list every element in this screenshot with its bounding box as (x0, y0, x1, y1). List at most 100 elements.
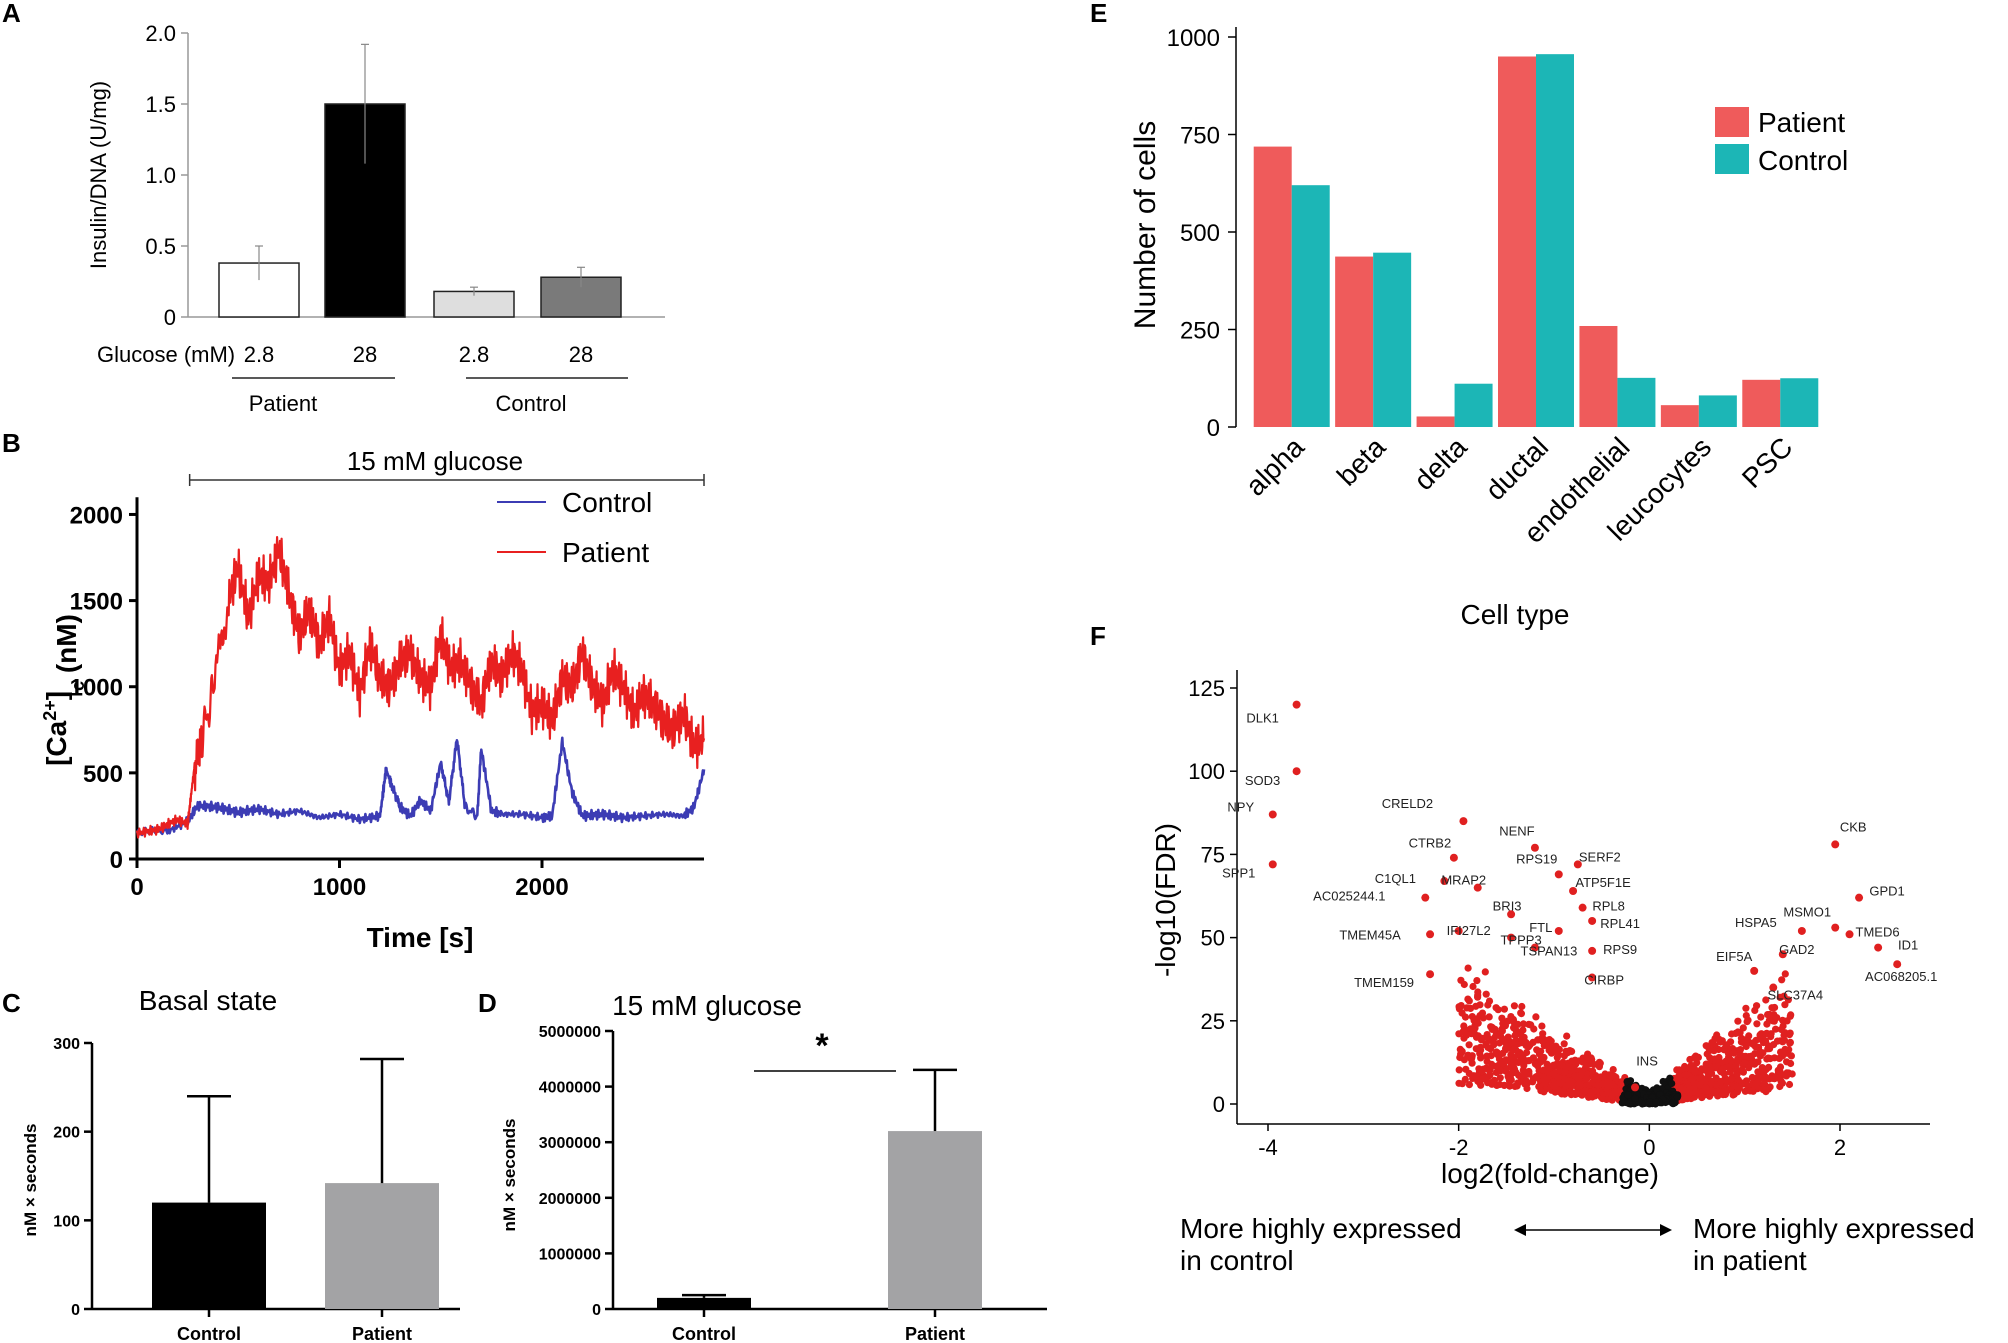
volcano-point (1525, 1067, 1533, 1076)
bar-patient (1498, 56, 1536, 427)
volcano-point (1691, 1068, 1699, 1076)
volcano-point (1547, 1037, 1555, 1045)
volcano-point (1751, 1082, 1759, 1090)
glucose-axis-label: Glucose (mM) (97, 342, 235, 367)
volcano-point (1550, 1082, 1558, 1090)
volcano-point (1730, 1049, 1738, 1057)
bar-control (1780, 378, 1819, 427)
volcano-point (1507, 1013, 1515, 1021)
y-tick-label: 3000000 (539, 1135, 601, 1152)
volcano-point (1482, 1033, 1491, 1041)
volcano-point (1770, 1041, 1778, 1049)
volcano-point (1738, 1079, 1746, 1087)
gene-point-spp1 (1268, 860, 1277, 869)
volcano-point (1682, 1064, 1690, 1072)
panel-c-bar-chart: 0 100 200 300 Control Patient Basal state nM × … (21, 985, 460, 1343)
volcano-point (1682, 1071, 1690, 1079)
gene-point-c1ql1 (1440, 877, 1449, 886)
gene-point-dlk1 (1292, 700, 1301, 709)
volcano-point (1786, 1039, 1794, 1047)
annotation-left-line2: in control (1180, 1245, 1294, 1276)
gene-label-mrap2: MRAP2 (1441, 873, 1486, 888)
y-tick-label: 50 (1201, 926, 1225, 951)
bar-control (1454, 383, 1493, 427)
volcano-point (1733, 1071, 1741, 1079)
volcano-point (1491, 1025, 1499, 1033)
panel-label-a: A (2, 0, 21, 28)
volcano-point (1498, 1027, 1506, 1035)
gene-point-eif5a (1750, 966, 1759, 975)
gene-point-npy (1268, 810, 1277, 819)
volcano-point (1686, 1055, 1694, 1064)
volcano-point (1617, 1080, 1625, 1088)
gene-label-creld2: CRELD2 (1382, 796, 1433, 811)
gene-label-ins: INS (1636, 1053, 1658, 1068)
volcano-point (1467, 1030, 1476, 1038)
volcano-point (1510, 1002, 1518, 1010)
volcano-point (1734, 1028, 1742, 1036)
gene-point-tppp3 (1507, 933, 1516, 942)
gene-label-ifi27l2: IFI27L2 (1447, 923, 1491, 938)
volcano-point (1535, 1058, 1544, 1067)
volcano-point (1526, 1041, 1534, 1049)
volcano-point (1624, 1091, 1632, 1099)
bar-patient (1742, 379, 1781, 427)
gene-label-rps9: RPS9 (1603, 942, 1637, 957)
volcano-point (1520, 1059, 1528, 1067)
volcano-point (1739, 1052, 1747, 1060)
volcano-point (1746, 1087, 1754, 1095)
volcano-point (1470, 1072, 1478, 1080)
volcano-point (1532, 1013, 1540, 1021)
gene-label-rps19: RPS19 (1516, 851, 1557, 866)
volcano-point (1486, 1071, 1494, 1079)
volcano-point (1595, 1058, 1603, 1066)
volcano-point (1537, 1087, 1545, 1095)
bar (657, 1297, 751, 1309)
volcano-point (1488, 1080, 1496, 1088)
volcano-point (1479, 1065, 1487, 1073)
volcano-point (1611, 1088, 1619, 1096)
gene-label-tmed6: TMED6 (1856, 924, 1900, 939)
legend-swatch-control (1715, 144, 1749, 174)
volcano-point (1698, 1065, 1706, 1073)
volcano-point (1778, 1079, 1786, 1087)
volcano-point (1784, 996, 1792, 1004)
volcano-point (1494, 1006, 1502, 1014)
volcano-point (1465, 1081, 1473, 1089)
gene-label-npy: NPY (1227, 799, 1254, 814)
volcano-point (1713, 1031, 1721, 1039)
volcano-point (1554, 1074, 1562, 1082)
y-tick-label: 25 (1201, 1009, 1225, 1034)
volcano-point (1751, 1006, 1759, 1015)
volcano-point (1722, 1057, 1730, 1065)
bar-control (1291, 185, 1330, 427)
volcano-point (1485, 1013, 1493, 1021)
volcano-point (1509, 1053, 1517, 1061)
y-tick-label: 0.5 (145, 234, 176, 259)
volcano-point (1529, 1078, 1537, 1086)
volcano-point (1459, 1028, 1467, 1036)
legend-label-control: Control (562, 487, 652, 518)
volcano-point (1496, 1080, 1504, 1089)
gene-point-ac025244.1 (1421, 893, 1430, 902)
volcano-point (1499, 1059, 1507, 1067)
volcano-point (1517, 1010, 1525, 1018)
chart-title: Basal state (139, 985, 278, 1016)
volcano-point (1749, 1040, 1757, 1048)
x-category-label: Patient (905, 1324, 965, 1343)
gene-point-rps9 (1588, 946, 1597, 955)
volcano-point (1455, 1066, 1463, 1074)
y-tick-label: 125 (1188, 676, 1225, 701)
gene-point-ifi27l2 (1454, 926, 1463, 935)
bar-control (1617, 377, 1656, 427)
volcano-point (1609, 1066, 1617, 1074)
volcano-point (1563, 1032, 1571, 1040)
volcano-point (1462, 1065, 1470, 1073)
bar-control (1698, 395, 1737, 427)
y-axis-title: Number of cells (1129, 121, 1162, 329)
volcano-point (1787, 1059, 1795, 1068)
volcano-point (1675, 1066, 1683, 1074)
volcano-point (1732, 1082, 1741, 1091)
volcano-point (1723, 1041, 1731, 1049)
y-tick-label: 1.0 (145, 163, 176, 188)
